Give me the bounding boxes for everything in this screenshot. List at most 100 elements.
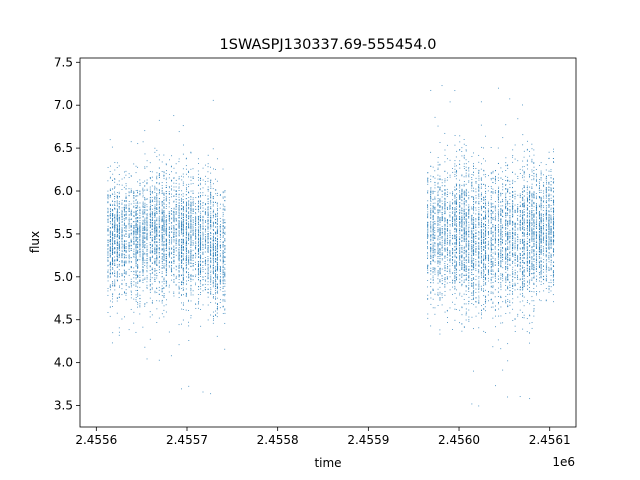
data-point xyxy=(215,284,217,286)
data-point xyxy=(130,257,132,259)
data-point xyxy=(165,263,167,265)
data-point xyxy=(188,226,190,228)
data-point xyxy=(161,229,163,231)
data-point xyxy=(222,244,224,246)
data-point xyxy=(107,196,109,198)
data-point xyxy=(173,260,175,262)
data-point xyxy=(151,180,153,182)
data-point xyxy=(124,255,125,257)
data-point xyxy=(118,201,120,203)
data-point xyxy=(178,286,180,288)
data-point xyxy=(199,229,201,231)
data-point xyxy=(125,217,127,219)
data-point xyxy=(114,240,116,242)
data-point xyxy=(125,235,127,237)
data-point xyxy=(188,340,190,341)
data-point xyxy=(216,208,218,210)
data-point xyxy=(161,225,163,226)
data-point xyxy=(202,236,204,238)
data-point xyxy=(137,252,138,254)
data-point xyxy=(188,223,190,225)
data-point xyxy=(139,279,141,281)
data-point xyxy=(197,184,199,186)
data-point xyxy=(200,213,202,215)
data-point xyxy=(171,185,172,187)
data-point xyxy=(144,346,146,348)
data-point xyxy=(166,264,167,265)
data-point xyxy=(139,303,141,305)
data-point xyxy=(121,273,123,275)
data-point xyxy=(188,260,190,262)
data-point xyxy=(178,263,180,265)
data-point xyxy=(125,262,127,264)
data-point xyxy=(200,258,202,260)
data-point xyxy=(156,187,158,189)
data-point xyxy=(130,261,132,262)
data-point xyxy=(190,260,192,262)
data-point xyxy=(133,241,135,243)
data-point xyxy=(133,232,135,234)
data-point xyxy=(202,202,204,204)
data-point xyxy=(137,207,139,209)
data-point xyxy=(118,269,120,271)
data-point xyxy=(119,225,120,227)
data-point xyxy=(200,203,201,204)
data-point xyxy=(212,264,214,266)
data-point xyxy=(207,284,209,286)
data-point xyxy=(219,226,221,228)
data-point xyxy=(146,206,148,208)
data-point xyxy=(163,238,165,240)
data-point xyxy=(224,240,226,241)
data-point xyxy=(163,207,165,208)
data-point xyxy=(175,238,177,240)
data-point xyxy=(216,262,218,264)
data-point xyxy=(121,294,123,296)
data-point xyxy=(163,293,165,294)
data-point xyxy=(152,300,153,302)
data-point xyxy=(195,221,197,223)
data-point xyxy=(204,208,206,210)
data-point xyxy=(212,262,214,264)
data-point xyxy=(427,177,429,179)
data-point xyxy=(116,298,118,299)
data-point xyxy=(216,263,218,265)
data-point xyxy=(192,219,194,221)
data-point xyxy=(190,183,192,185)
data-point xyxy=(205,263,207,265)
data-point xyxy=(210,251,211,253)
data-point xyxy=(158,174,160,176)
data-point xyxy=(212,248,214,250)
data-point xyxy=(198,238,199,240)
data-point xyxy=(173,189,175,191)
data-point xyxy=(156,244,158,246)
data-point xyxy=(156,241,158,243)
data-point xyxy=(165,242,167,244)
data-point xyxy=(121,211,123,212)
data-point xyxy=(200,244,201,246)
data-point xyxy=(121,209,123,211)
data-point xyxy=(125,273,127,275)
data-point xyxy=(114,251,116,253)
data-point xyxy=(195,268,197,270)
data-point xyxy=(185,264,187,266)
data-point xyxy=(200,267,201,269)
data-point xyxy=(149,216,151,218)
data-point xyxy=(202,279,204,281)
data-point xyxy=(197,218,199,220)
data-point xyxy=(123,245,125,247)
data-point xyxy=(146,224,148,226)
data-point xyxy=(171,261,172,263)
data-point xyxy=(128,214,130,216)
data-point xyxy=(224,308,226,310)
data-point xyxy=(144,265,146,266)
data-point xyxy=(130,245,132,247)
data-point xyxy=(156,277,158,279)
data-point xyxy=(185,222,187,223)
data-point xyxy=(135,226,137,228)
data-point xyxy=(190,284,192,286)
data-point xyxy=(149,188,151,190)
data-point xyxy=(178,279,180,280)
data-point xyxy=(158,238,160,240)
data-point xyxy=(142,224,144,226)
data-point xyxy=(116,272,118,274)
